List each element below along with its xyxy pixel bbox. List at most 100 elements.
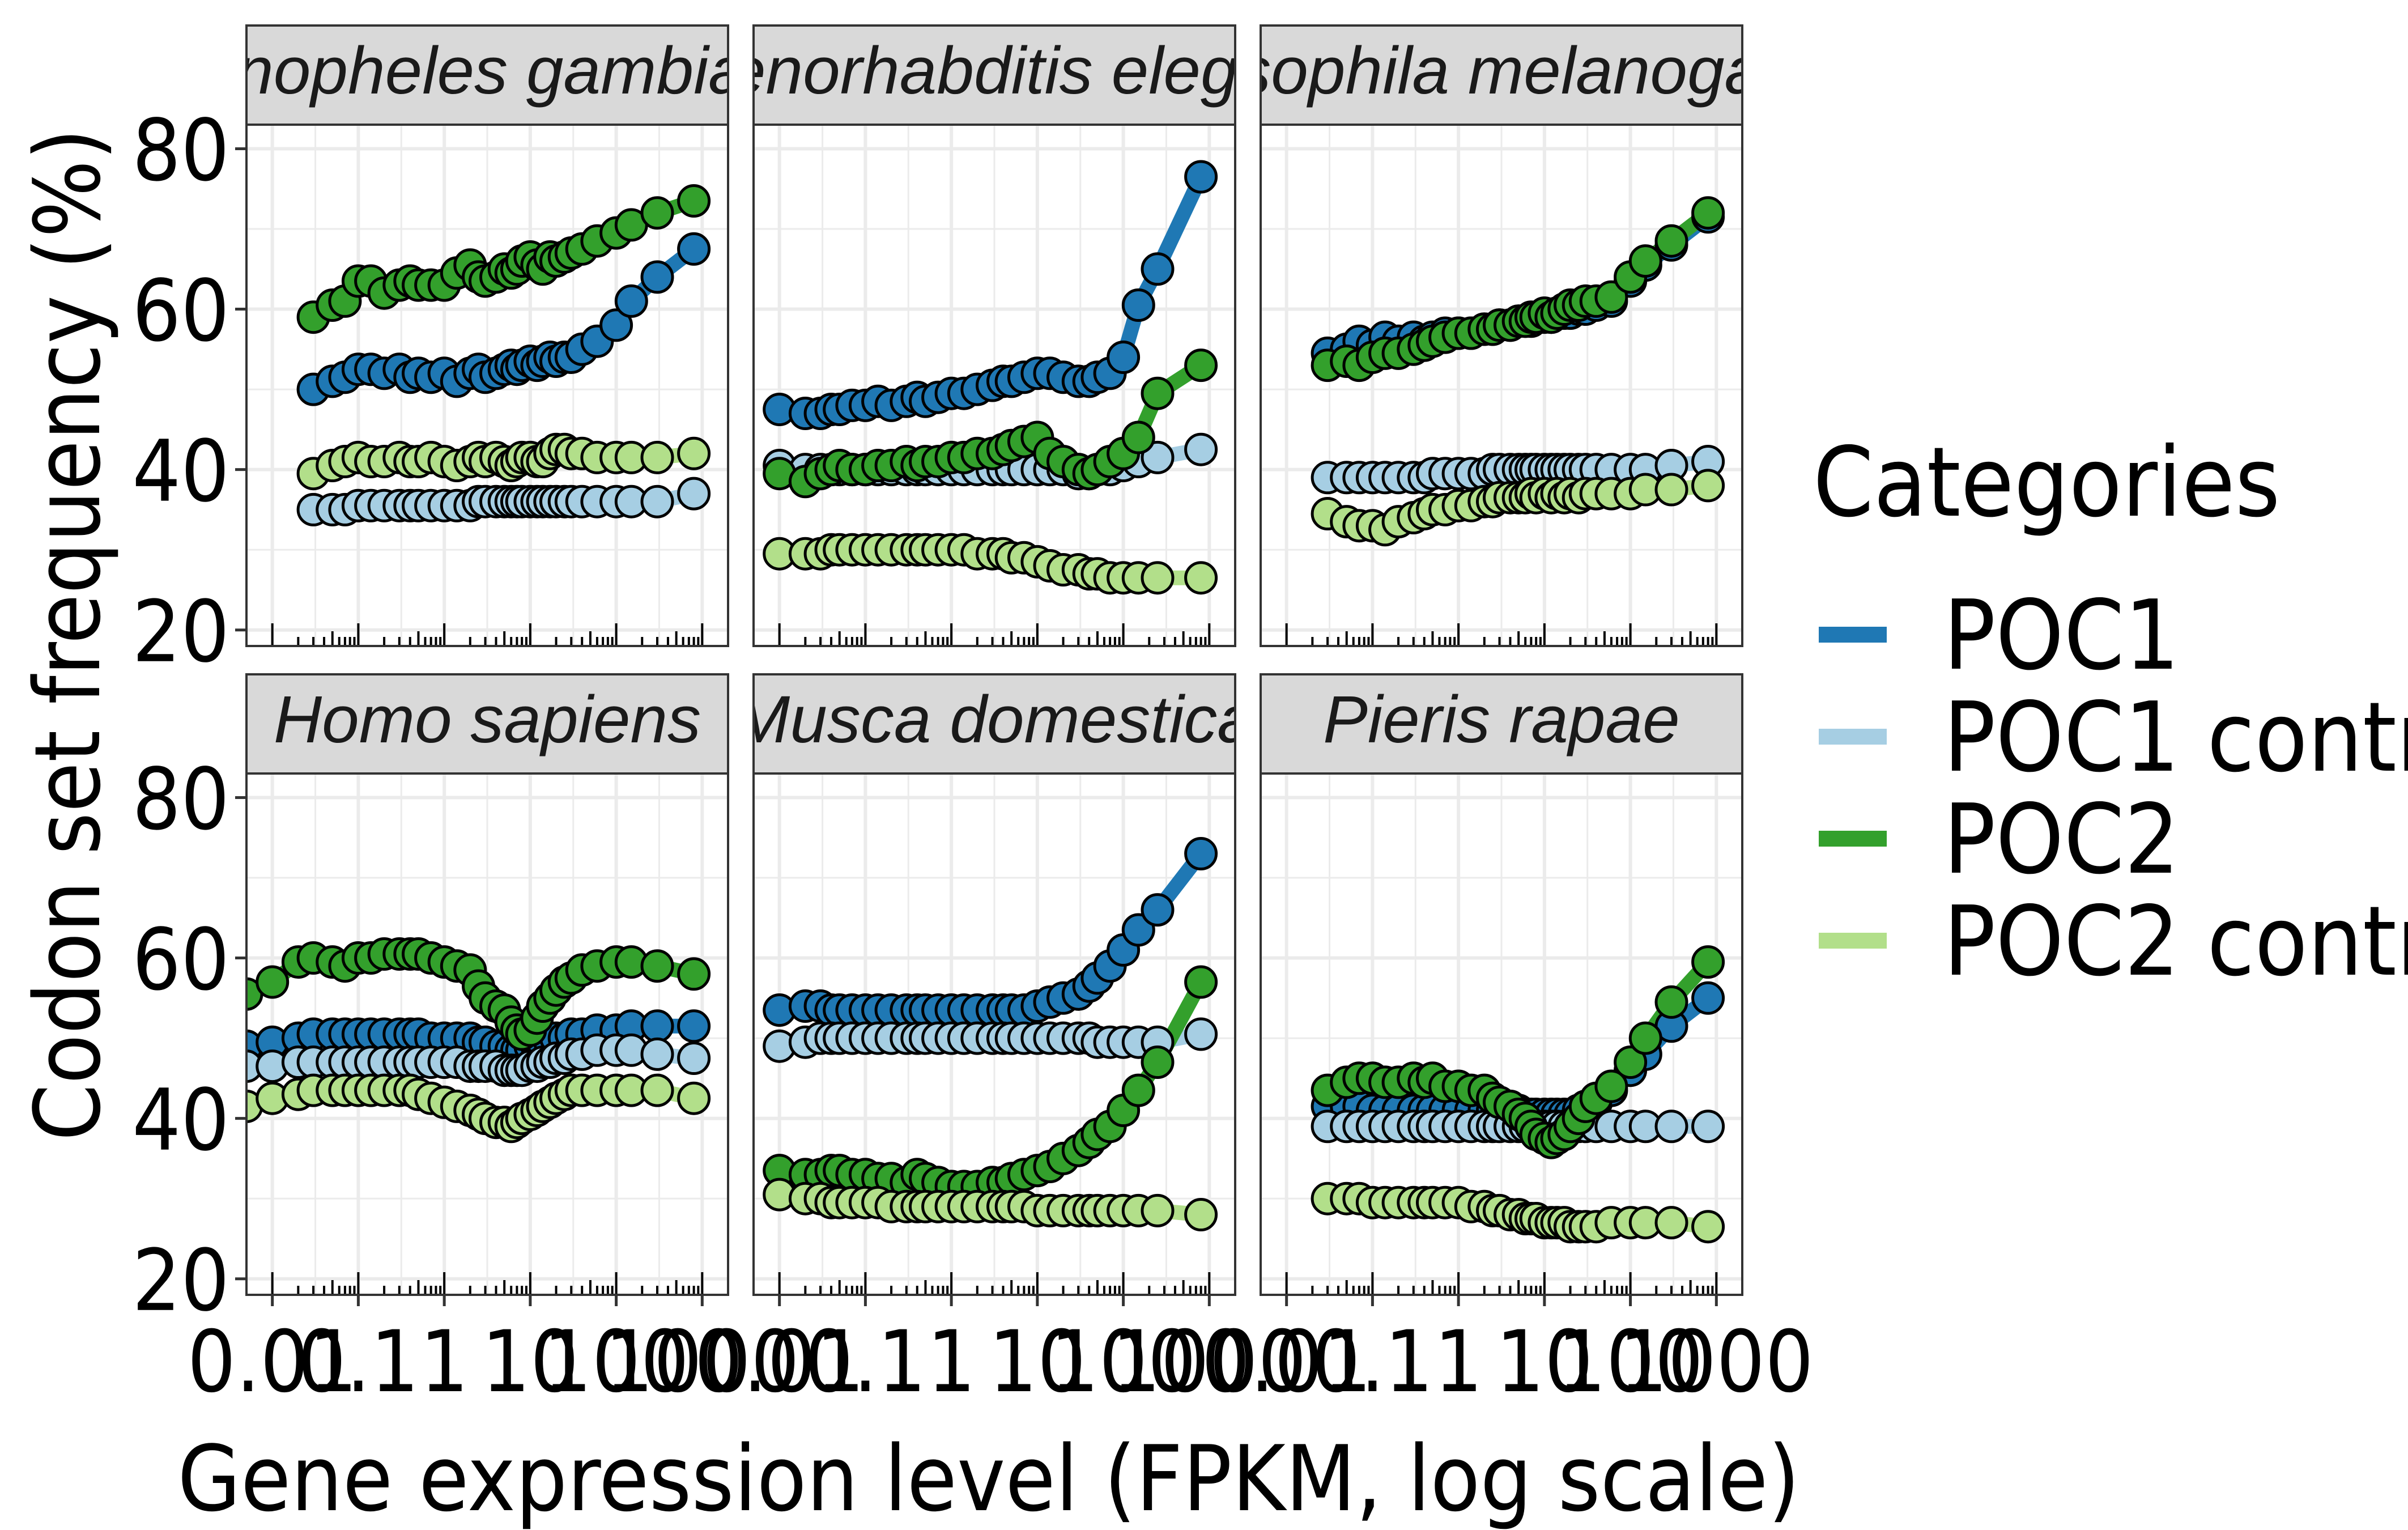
data-point-poc1-control (1691, 1110, 1725, 1144)
strip-title: Anopheles gambiae (188, 33, 782, 108)
data-point-poc2 (1628, 1021, 1662, 1055)
strip-background (752, 24, 1236, 126)
legend-title: Categories (1813, 427, 2280, 539)
legend-entry-poc1-control: POC1 control (1819, 682, 2408, 794)
data-point-poc1 (1121, 288, 1155, 322)
x-tick-label: 0.1 (805, 1313, 926, 1412)
data-point-poc2-control (1184, 561, 1218, 595)
data-point-poc2 (1691, 196, 1725, 230)
data-point-poc1-control (1141, 440, 1175, 474)
x-tick-label: 100 (543, 1313, 690, 1412)
x-tick-label: 0.1 (297, 1313, 419, 1412)
series-group (246, 937, 711, 1144)
data-point-poc1 (1121, 913, 1155, 947)
data-point-poc1-control (1184, 1017, 1218, 1051)
x-tick-label: 1 (927, 1313, 976, 1412)
y-tick-label: 20 (132, 1232, 229, 1331)
rug-ticks (1285, 1272, 1743, 1295)
series-group (763, 837, 1218, 1231)
data-point-poc2-control (1691, 469, 1725, 503)
strip-background (1260, 673, 1743, 775)
legend-entry-poc1: POC1 (1819, 580, 2180, 692)
data-point-poc2 (1121, 1073, 1155, 1107)
data-point-poc2-control (1184, 1198, 1218, 1231)
series-group (1311, 196, 1725, 547)
panel-border (752, 124, 1236, 647)
data-point-poc2 (640, 196, 674, 230)
data-point-poc2 (640, 949, 674, 983)
legend-entry-poc2: POC2 (1819, 784, 2180, 896)
panel-homo-sapiens: Homo sapiens (245, 673, 729, 1296)
legend-label: POC1 (1943, 580, 2180, 692)
x-tick-label: 1 (420, 1313, 469, 1412)
strip-background (752, 673, 1236, 775)
data-point-poc1 (1141, 893, 1175, 927)
panel-caenorhabditis-elegans: Caenorhabditis elegans (643, 24, 1346, 647)
data-point-poc1-control (640, 484, 674, 518)
panel-drosophila-melanogaster: Drosophila melanogaster (1130, 24, 1876, 647)
x-tick-label: 1000 (605, 1313, 799, 1412)
y-tick-label: 80 (132, 101, 229, 200)
data-point-poc1 (1107, 341, 1141, 374)
data-point-poc2-control (1654, 473, 1688, 507)
x-tick-label: 0.1 (1312, 1313, 1433, 1412)
data-point-poc1 (677, 1009, 711, 1043)
strip-title: Pieris rapae (1323, 682, 1680, 757)
data-point-poc2 (1121, 420, 1155, 454)
data-point-poc1 (614, 284, 648, 318)
panel-pieris-rapae: Pieris rapae (1260, 673, 1743, 1296)
panel-border (1260, 772, 1743, 1296)
data-point-poc2-control (640, 440, 674, 474)
x-tick-label: 1000 (1112, 1313, 1307, 1412)
y-tick-label: 40 (132, 1072, 229, 1170)
data-point-poc2-control (1654, 1206, 1688, 1240)
x-tick-label: 1 (1434, 1313, 1483, 1412)
data-point-poc2 (1654, 985, 1688, 1019)
y-tick-label: 60 (132, 262, 229, 361)
data-point-poc2 (677, 957, 711, 991)
panel-anopheles-gambiae: Anopheles gambiae (188, 24, 782, 647)
data-point-poc2-control (640, 1073, 674, 1107)
panel-musca-domestica: Musca domestica (734, 673, 1254, 1296)
strip-title: Homo sapiens (274, 682, 701, 757)
rug-ticks (778, 1272, 1236, 1295)
y-tick-label: 80 (132, 750, 229, 849)
series-group (296, 184, 711, 526)
strip-title: Drosophila melanogaster (1130, 33, 1876, 108)
y-tick-label: 40 (132, 423, 229, 521)
x-tick-label: 10 (1496, 1313, 1593, 1412)
strip-background (1260, 24, 1743, 126)
legend-label: POC2 control (1943, 886, 2408, 998)
strip-title: Musca domestica (734, 682, 1254, 757)
series-group (1311, 945, 1725, 1244)
legend-label: POC1 control (1943, 682, 2408, 794)
rug-ticks (271, 623, 729, 646)
data-point-poc2-control (677, 1081, 711, 1115)
data-point-poc1 (677, 232, 711, 266)
data-point-poc2 (677, 184, 711, 218)
data-point-poc1 (640, 260, 674, 294)
data-point-poc2 (1628, 244, 1662, 278)
x-tick-label: 10 (989, 1313, 1086, 1412)
data-point-poc2 (1594, 1069, 1628, 1103)
data-point-poc1-control (640, 1037, 674, 1071)
legend-label: POC2 (1943, 784, 2180, 896)
x-tick-label: 0.01 (694, 1313, 864, 1412)
panel-border (245, 124, 729, 647)
y-tick-label: 60 (132, 911, 229, 1010)
data-point-poc2 (1141, 1046, 1175, 1079)
series-group (763, 160, 1218, 595)
data-point-poc2-control (1141, 561, 1175, 595)
data-point-poc2 (1594, 280, 1628, 314)
x-axis-title: Gene expression level (FPKM, log scale) (177, 1426, 1799, 1530)
data-point-poc1-control (1654, 1110, 1688, 1144)
x-tick-label: 100 (1050, 1313, 1197, 1412)
strip-background (245, 24, 729, 126)
rug-ticks (271, 1272, 729, 1295)
x-tick-label: 1000 (1619, 1313, 1814, 1412)
x-tick-label: 0.01 (187, 1313, 357, 1412)
strip-title: Caenorhabditis elegans (643, 33, 1346, 108)
